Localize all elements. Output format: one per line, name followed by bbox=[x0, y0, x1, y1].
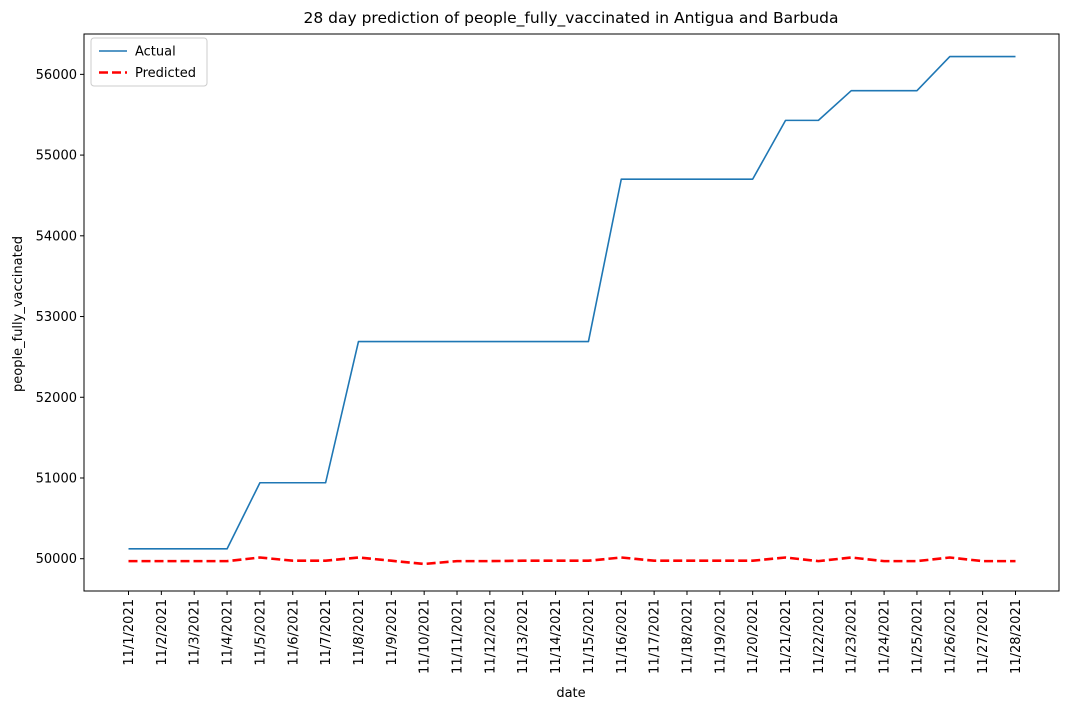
y-tick-label: 50000 bbox=[36, 552, 77, 567]
x-tick-label: 11/21/2021 bbox=[779, 599, 794, 674]
legend: Actual Predicted bbox=[90, 37, 208, 87]
x-tick-label: 11/15/2021 bbox=[582, 599, 597, 674]
y-tick-label: 55000 bbox=[36, 149, 77, 164]
x-tick-label: 11/23/2021 bbox=[845, 599, 860, 674]
x-tick-label: 11/7/2021 bbox=[319, 599, 334, 666]
chart-title: 28 day prediction of people_fully_vaccin… bbox=[303, 9, 838, 28]
legend-label-predicted: Predicted bbox=[135, 66, 196, 81]
x-tick-label: 11/10/2021 bbox=[418, 599, 433, 674]
series-line-predicted bbox=[128, 556, 1016, 566]
y-tick-label: 51000 bbox=[36, 471, 77, 486]
y-tick-label: 52000 bbox=[36, 391, 77, 406]
series-line-actual bbox=[128, 55, 1016, 550]
legend-box bbox=[90, 37, 208, 87]
x-tick-label: 11/19/2021 bbox=[713, 599, 728, 674]
x-tick-label: 11/20/2021 bbox=[746, 599, 761, 674]
x-tick-label: 11/16/2021 bbox=[615, 599, 630, 674]
x-tick-label: 11/17/2021 bbox=[648, 599, 663, 674]
y-axis-label: people_fully_vaccinated bbox=[11, 236, 26, 392]
x-tick-label: 11/24/2021 bbox=[878, 599, 893, 674]
x-tick-label: 11/26/2021 bbox=[943, 599, 958, 674]
plot-area: 50000 51000 52000 53000 54000 55000 56000 11/1/… bbox=[36, 33, 1060, 674]
y-tick-label: 56000 bbox=[36, 68, 77, 83]
x-tick-label: 11/14/2021 bbox=[549, 599, 564, 674]
x-tick-label: 11/9/2021 bbox=[385, 599, 400, 666]
x-tick-label: 11/11/2021 bbox=[451, 599, 466, 674]
x-tick-label: 11/22/2021 bbox=[812, 599, 827, 674]
x-tick-label: 11/13/2021 bbox=[516, 599, 531, 674]
x-tick-label: 11/1/2021 bbox=[122, 599, 137, 666]
x-tick-label: 11/27/2021 bbox=[976, 599, 991, 674]
axes-frame bbox=[83, 33, 1060, 592]
x-tick-label: 11/18/2021 bbox=[680, 599, 695, 674]
x-tick-label: 11/5/2021 bbox=[253, 599, 268, 666]
x-tick-label: 11/6/2021 bbox=[286, 599, 301, 666]
x-tick-label: 11/28/2021 bbox=[1009, 599, 1024, 674]
legend-label-actual: Actual bbox=[135, 45, 176, 60]
x-tick-label: 11/8/2021 bbox=[352, 599, 367, 666]
x-tick-label: 11/12/2021 bbox=[483, 599, 498, 674]
x-axis-label: date bbox=[556, 686, 585, 701]
x-tick-label: 11/2/2021 bbox=[155, 599, 170, 666]
y-tick-label: 53000 bbox=[36, 310, 77, 325]
x-tick-label: 11/3/2021 bbox=[188, 599, 203, 666]
x-tick-label: 11/4/2021 bbox=[221, 599, 236, 666]
x-tick-label: 11/25/2021 bbox=[910, 599, 925, 674]
y-tick-label: 54000 bbox=[36, 229, 77, 244]
